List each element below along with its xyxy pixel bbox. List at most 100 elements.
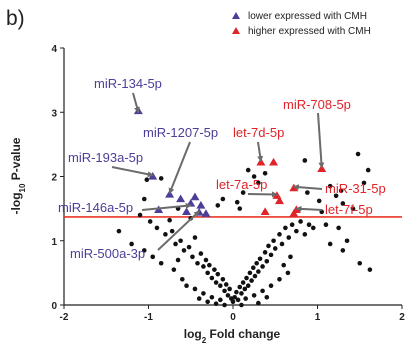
data-point	[196, 296, 202, 301]
data-point	[357, 260, 363, 266]
data-point	[250, 265, 256, 271]
data-point	[141, 196, 147, 202]
data-point	[213, 280, 219, 285]
data-point	[344, 238, 350, 244]
data-point	[173, 241, 178, 247]
annotation-arrow	[141, 202, 192, 211]
data-point	[186, 244, 192, 250]
x-tick-label: 1	[315, 312, 321, 323]
annotation-let-7d-5p: let-7d-5p	[233, 125, 284, 140]
higher-expressed-point	[260, 207, 270, 215]
data-point	[260, 288, 265, 294]
annotation-arrow	[157, 210, 200, 251]
data-point	[201, 291, 206, 296]
data-point	[215, 271, 221, 277]
legend-marker-higher	[232, 27, 240, 34]
data-point	[192, 235, 198, 240]
data-point	[277, 277, 282, 282]
annotation-arrow	[317, 112, 325, 169]
higher-expressed-point	[274, 196, 284, 205]
x-axis-label: log2 Fold change	[184, 327, 281, 345]
annotation-arrow	[257, 141, 264, 163]
annotation-arrow	[111, 166, 154, 178]
annotation-arrow	[292, 184, 323, 191]
data-point	[272, 246, 278, 251]
data-point	[302, 232, 308, 237]
legend-marker-lower	[232, 12, 240, 19]
data-point	[223, 282, 229, 287]
data-point	[245, 167, 251, 173]
y-tick-label: 3	[51, 108, 57, 119]
data-point	[239, 291, 244, 296]
annotation-arrows	[111, 92, 325, 251]
data-point	[144, 177, 150, 183]
data-point	[256, 269, 261, 274]
data-point	[350, 206, 356, 211]
data-point	[355, 151, 361, 157]
legend-label-lower: lower expressed with CMH	[248, 11, 367, 22]
data-point	[171, 267, 177, 272]
data-point	[281, 262, 287, 268]
data-point	[213, 301, 219, 307]
axes: -2 -1 0 1 2 0 1 2 3 4	[51, 44, 405, 323]
data-point	[257, 256, 263, 262]
data-point	[180, 277, 185, 282]
y-tick-label: 0	[51, 301, 57, 312]
data-point	[336, 225, 341, 231]
data-point	[167, 217, 172, 223]
annotation-mir-500a-3p: miR-500a-3p	[70, 246, 145, 261]
data-point	[245, 283, 251, 289]
data-point	[218, 283, 223, 289]
data-point	[137, 212, 143, 218]
data-point	[116, 228, 122, 234]
data-point	[266, 243, 271, 249]
data-point	[163, 232, 168, 237]
annotation-labels: miR-134-5p miR-1207-5p miR-193a-5p miR-1…	[58, 76, 386, 261]
data-point	[237, 206, 243, 211]
data-point	[184, 283, 189, 289]
legend-label-higher: higher expressed with CMH	[248, 26, 371, 37]
data-point	[271, 238, 276, 244]
x-tick-label: -1	[144, 312, 153, 323]
data-point	[268, 283, 274, 289]
data-point	[218, 297, 223, 303]
data-point	[237, 284, 243, 290]
data-point	[240, 190, 246, 195]
data-point	[249, 278, 254, 283]
data-point	[215, 203, 221, 208]
x-tick-label: -2	[60, 312, 69, 323]
data-point	[298, 219, 303, 224]
annotation-arrow	[132, 92, 140, 114]
lower-expressed-point	[182, 207, 192, 215]
data-point	[340, 248, 346, 253]
data-point	[192, 286, 198, 292]
data-point	[252, 273, 258, 279]
annotation-mir-31-5p: miR-31-5p	[325, 181, 386, 196]
data-point	[367, 267, 373, 272]
data-point	[230, 299, 236, 305]
annotation-mir-134-5p: miR-134-5p	[94, 76, 162, 91]
data-point	[198, 251, 204, 256]
data-point	[283, 225, 288, 231]
y-axis-label: -log10 P-value	[9, 137, 27, 214]
data-point	[222, 288, 227, 294]
data-point	[201, 264, 206, 269]
data-point	[294, 228, 299, 234]
annotation-mir-708-5p: miR-708-5p	[283, 97, 351, 112]
y-tick-label: 2	[51, 173, 57, 184]
higher-expressed-point	[269, 157, 279, 166]
data-point	[234, 199, 240, 205]
data-point	[251, 174, 257, 179]
data-point	[129, 241, 134, 247]
data-point	[158, 176, 164, 181]
data-point	[240, 280, 246, 285]
data-point	[256, 300, 261, 306]
data-point	[262, 170, 268, 176]
data-point	[207, 262, 212, 268]
data-points	[116, 106, 373, 308]
data-point	[235, 297, 241, 303]
data-point	[181, 248, 187, 253]
data-point	[175, 257, 181, 263]
data-point	[227, 286, 232, 292]
